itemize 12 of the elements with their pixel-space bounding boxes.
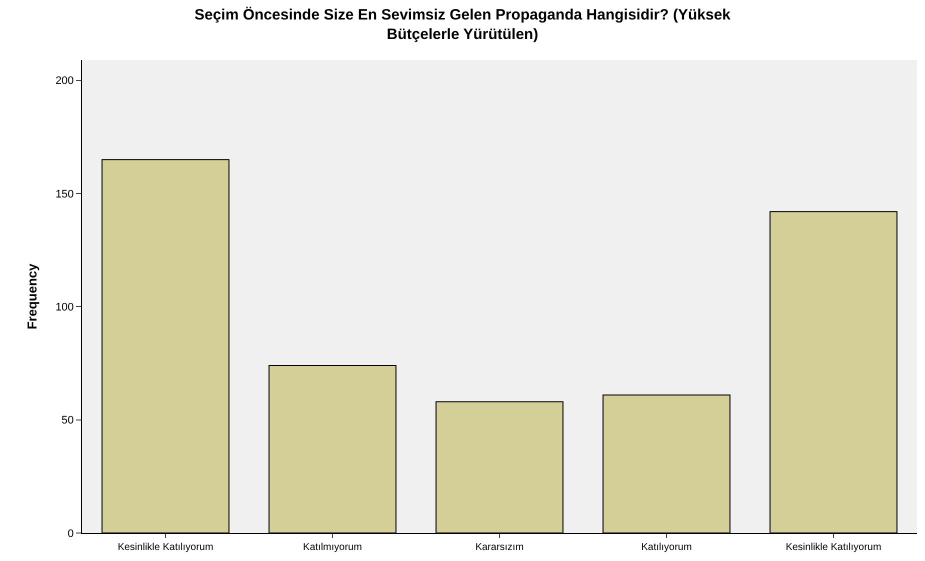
y-tick-label: 0 — [68, 528, 74, 540]
y-tick-label: 50 — [62, 414, 74, 427]
y-axis-title: Frequency — [24, 262, 40, 330]
x-tick-label: Kesinlikle Katılıyorum — [786, 542, 882, 553]
x-tick-label: Kesinlikle Katılıyorum — [118, 542, 214, 553]
chart-title: Seçim Öncesinde Size En Sevimsiz Gelen Propaganda Hangisidir? (Yüksek Bütçelerle Yürütülen) — [194, 6, 732, 44]
x-tick-label: Katılmıyorum — [303, 542, 362, 553]
y-tick-label: 150 — [55, 188, 74, 200]
y-tick-label: 100 — [55, 302, 74, 314]
y-tick-label: 200 — [55, 75, 74, 88]
x-tick-label: Katılıyorum — [641, 542, 692, 553]
x-tick-label: Kararsızım — [475, 542, 524, 553]
